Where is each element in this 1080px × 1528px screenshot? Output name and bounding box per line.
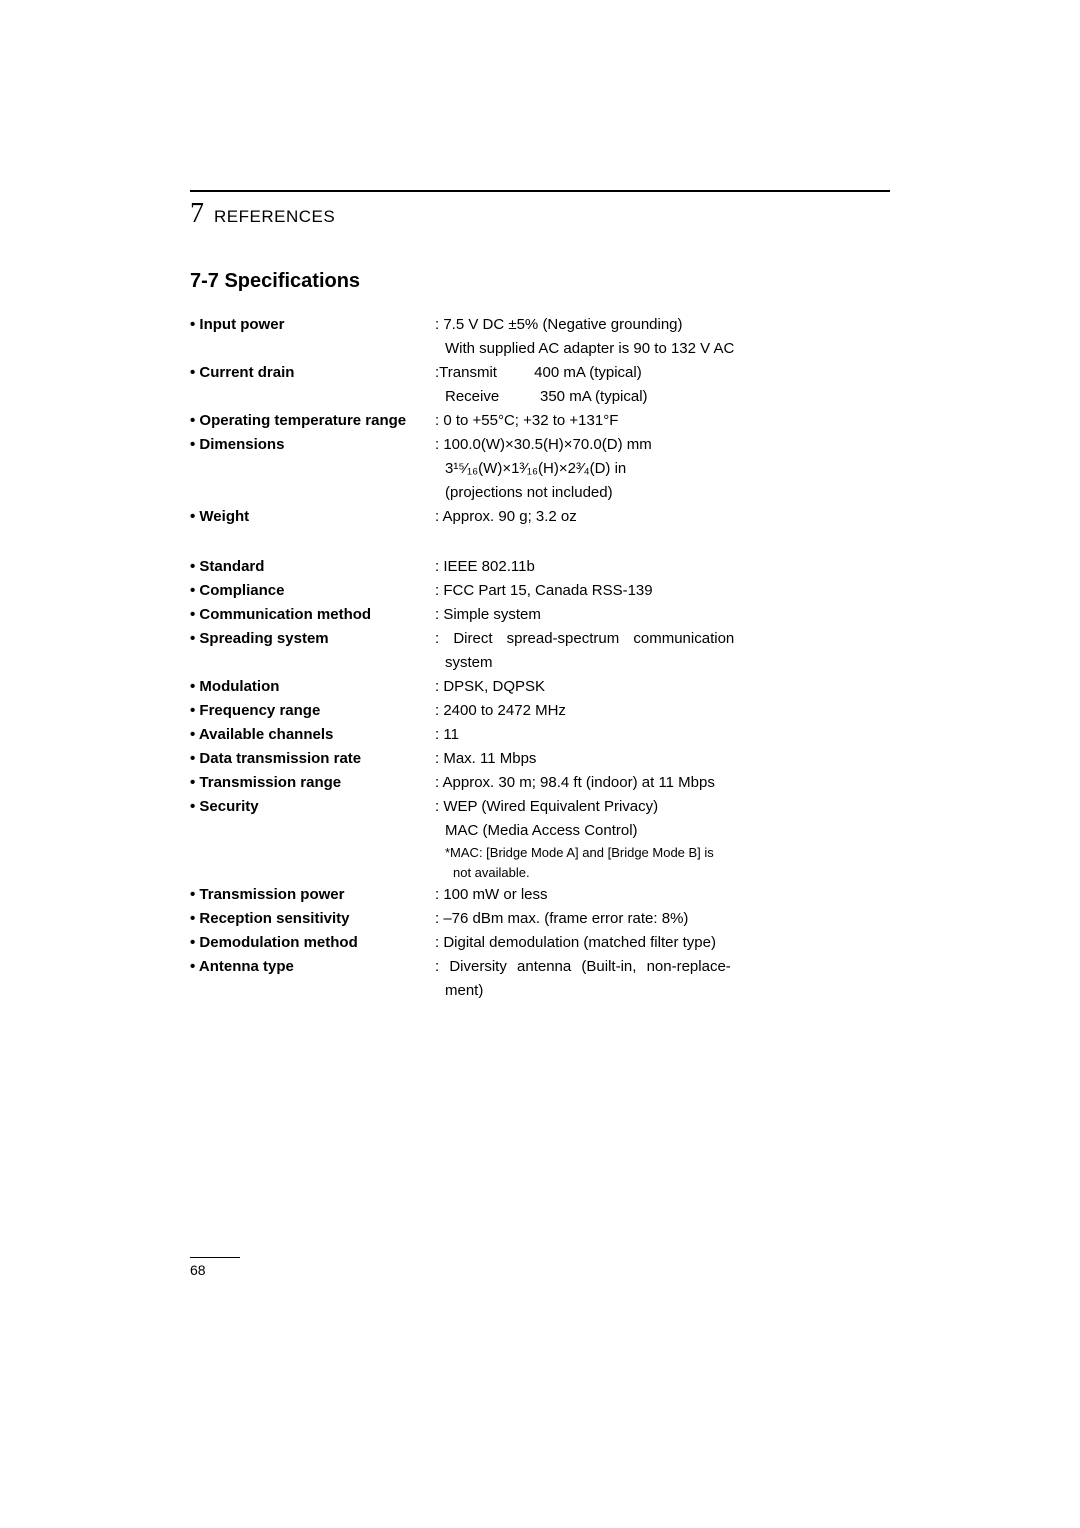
spec-value: : DPSK, DQPSK [435, 675, 890, 699]
spec-value: : 100.0(W)×30.5(H)×70.0(D) mm [435, 433, 890, 457]
spec-value: : Simple system [435, 603, 890, 627]
spec-row-tx-range: • Transmission range : Approx. 30 m; 98.… [190, 771, 890, 795]
spec-value: : Diversity antenna (Built-in, non-repla… [435, 955, 890, 979]
page: 7 REFERENCES 7-7 Specifications • Input … [0, 0, 1080, 1528]
spec-row-rx-sens: • Reception sensitivity : –76 dBm max. (… [190, 907, 890, 931]
spec-row-comm-method: • Communication method : Simple system [190, 603, 890, 627]
spec-value: : Approx. 30 m; 98.4 ft (indoor) at 11 M… [435, 771, 890, 795]
spec-label: • Antenna type [190, 955, 435, 979]
spec-row-antenna: • Antenna type : Diversity antenna (Buil… [190, 955, 890, 979]
spec-subvalue: 3¹⁵⁄₁₆(W)×1³⁄₁₆(H)×2³⁄₄(D) in [435, 457, 890, 481]
tx-label: Transmit [439, 361, 534, 385]
section-title: 7-7 Specifications [190, 270, 890, 293]
page-number: 68 [190, 1257, 240, 1278]
spec-label: • Input power [190, 313, 435, 337]
spec-row-temp: • Operating temperature range : 0 to +55… [190, 409, 890, 433]
spec-label: • Spreading system [190, 627, 435, 651]
spec-row-data-rate: • Data transmission rate : Max. 11 Mbps [190, 747, 890, 771]
chapter-number: 7 [190, 198, 204, 230]
page-number-text: 68 [190, 1262, 206, 1278]
spec-subvalue: Receive 350 mA (typical) [435, 385, 890, 409]
spec-row-standard: • Standard : IEEE 802.11b [190, 555, 890, 579]
rx-label: Receive [445, 385, 540, 409]
spec-subvalue: MAC (Media Access Control) [435, 819, 890, 843]
spec-label: • Communication method [190, 603, 435, 627]
chapter-header: 7 REFERENCES [190, 198, 890, 230]
spec-label: • Standard [190, 555, 435, 579]
spec-subvalue: With supplied AC adapter is 90 to 132 V … [435, 337, 890, 361]
spec-value: : 0 to +55°C; +32 to +131°F [435, 409, 890, 433]
spec-value: : FCC Part 15, Canada RSS-139 [435, 579, 890, 603]
spec-row-weight: • Weight : Approx. 90 g; 3.2 oz [190, 505, 890, 529]
spec-subvalue: ment) [435, 979, 890, 1003]
spec-row-tx-power: • Transmission power : 100 mW or less [190, 883, 890, 907]
spec-label: • Reception sensitivity [190, 907, 435, 931]
spec-row-spreading: • Spreading system : Direct spread-spect… [190, 627, 890, 651]
spec-subvalue: system [435, 651, 890, 675]
spec-label: • Transmission power [190, 883, 435, 907]
spec-label: • Data transmission rate [190, 747, 435, 771]
spec-label: • Operating temperature range [190, 409, 435, 433]
rx-value: 350 mA (typical) [540, 385, 648, 409]
spec-label: • Modulation [190, 675, 435, 699]
spec-row-channels: • Available channels : 11 [190, 723, 890, 747]
spec-note: not available. [435, 863, 890, 883]
spec-label: • Compliance [190, 579, 435, 603]
spec-value: : IEEE 802.11b [435, 555, 890, 579]
spec-value: : 11 [435, 723, 890, 747]
spec-label: • Demodulation method [190, 931, 435, 955]
spec-row-current-drain: • Current drain : Transmit 400 mA (typic… [190, 361, 890, 385]
spec-value: : 2400 to 2472 MHz [435, 699, 890, 723]
spec-label: • Weight [190, 505, 435, 529]
spec-value: : WEP (Wired Equivalent Privacy) [435, 795, 890, 819]
spec-value: : 7.5 V DC ±5% (Negative grounding) [435, 313, 890, 337]
spec-label: • Current drain [190, 361, 435, 385]
spec-row-demod: • Demodulation method : Digital demodula… [190, 931, 890, 955]
horizontal-rule [190, 190, 890, 192]
spec-value: : 100 mW or less [435, 883, 890, 907]
spec-note: *MAC: [Bridge Mode A] and [Bridge Mode B… [435, 843, 890, 863]
page-number-rule [190, 1257, 240, 1258]
spec-value: : –76 dBm max. (frame error rate: 8%) [435, 907, 890, 931]
tx-value: 400 mA (typical) [534, 361, 642, 385]
spec-value: : Transmit 400 mA (typical) [435, 361, 890, 385]
spec-row-input-power: • Input power : 7.5 V DC ±5% (Negative g… [190, 313, 890, 337]
spec-row-dimensions: • Dimensions : 100.0(W)×30.5(H)×70.0(D) … [190, 433, 890, 457]
spec-value: : Digital demodulation (matched filter t… [435, 931, 890, 955]
spec-row-compliance: • Compliance : FCC Part 15, Canada RSS-1… [190, 579, 890, 603]
spec-label: • Security [190, 795, 435, 819]
spec-label: • Frequency range [190, 699, 435, 723]
spec-label: • Transmission range [190, 771, 435, 795]
spec-label: • Dimensions [190, 433, 435, 457]
spec-row-security: • Security : WEP (Wired Equivalent Priva… [190, 795, 890, 819]
spec-row-freq: • Frequency range : 2400 to 2472 MHz [190, 699, 890, 723]
spec-row-modulation: • Modulation : DPSK, DQPSK [190, 675, 890, 699]
chapter-title: REFERENCES [214, 207, 335, 227]
spec-label: • Available channels [190, 723, 435, 747]
spec-value: : Approx. 90 g; 3.2 oz [435, 505, 890, 529]
spec-value: : Max. 11 Mbps [435, 747, 890, 771]
spec-value: : Direct spread-spectrum communication [435, 627, 890, 651]
spec-subvalue: (projections not included) [435, 481, 890, 505]
